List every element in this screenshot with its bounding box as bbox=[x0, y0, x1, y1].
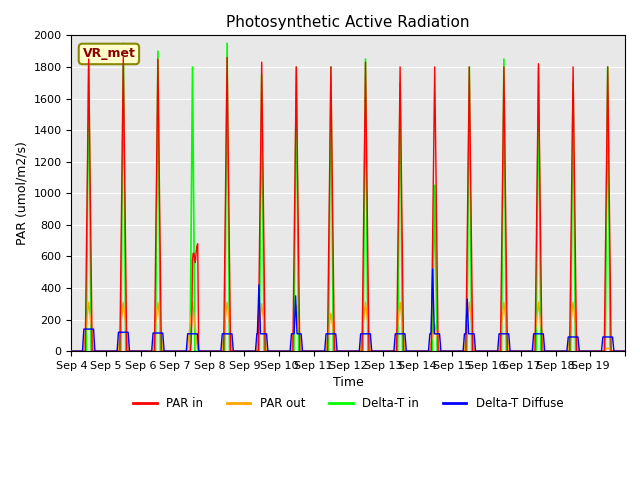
Legend: PAR in, PAR out, Delta-T in, Delta-T Diffuse: PAR in, PAR out, Delta-T in, Delta-T Dif… bbox=[129, 392, 568, 415]
X-axis label: Time: Time bbox=[333, 376, 364, 389]
Title: Photosynthetic Active Radiation: Photosynthetic Active Radiation bbox=[227, 15, 470, 30]
Y-axis label: PAR (umol/m2/s): PAR (umol/m2/s) bbox=[15, 141, 28, 245]
Text: VR_met: VR_met bbox=[83, 48, 135, 60]
